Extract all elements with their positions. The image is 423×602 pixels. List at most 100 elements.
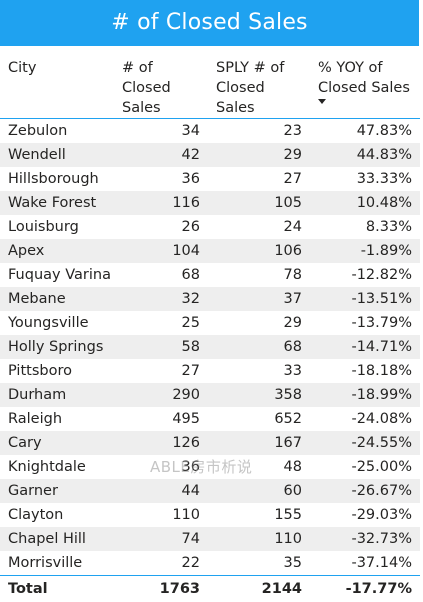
- cell-closed-sales: 36: [114, 167, 208, 191]
- total-label: Total: [0, 576, 114, 602]
- column-header-yoy-closed-sales[interactable]: % YOY of Closed Sales: [310, 52, 420, 119]
- cell-yoy-closed-sales: -37.14%: [310, 551, 420, 576]
- cell-closed-sales: 42: [114, 143, 208, 167]
- cell-sply-closed-sales: 78: [208, 263, 310, 287]
- cell-city: Fuquay Varina: [0, 263, 114, 287]
- cell-yoy-closed-sales: -12.82%: [310, 263, 420, 287]
- cell-closed-sales: 26: [114, 215, 208, 239]
- cell-city: Garner: [0, 479, 114, 503]
- cell-city: Durham: [0, 383, 114, 407]
- cell-city: Zebulon: [0, 119, 114, 144]
- cell-sply-closed-sales: 33: [208, 359, 310, 383]
- cell-city: Wake Forest: [0, 191, 114, 215]
- cell-yoy-closed-sales: -24.08%: [310, 407, 420, 431]
- cell-yoy-closed-sales: -24.55%: [310, 431, 420, 455]
- cell-sply-closed-sales: 60: [208, 479, 310, 503]
- column-header-sply-closed-sales[interactable]: SPLY # of Closed Sales: [208, 52, 310, 119]
- cell-sply-closed-sales: 358: [208, 383, 310, 407]
- cell-city: Wendell: [0, 143, 114, 167]
- cell-closed-sales: 290: [114, 383, 208, 407]
- cell-sply-closed-sales: 652: [208, 407, 310, 431]
- column-header-yoy-label: % YOY of Closed Sales: [318, 60, 410, 96]
- total-sply-closed-sales: 2144: [208, 576, 310, 602]
- cell-yoy-closed-sales: -13.51%: [310, 287, 420, 311]
- cell-city: Mebane: [0, 287, 114, 311]
- cell-yoy-closed-sales: -14.71%: [310, 335, 420, 359]
- cell-yoy-closed-sales: -18.18%: [310, 359, 420, 383]
- cell-city: Cary: [0, 431, 114, 455]
- cell-city: Knightdale: [0, 455, 114, 479]
- cell-city: Raleigh: [0, 407, 114, 431]
- cell-yoy-closed-sales: -1.89%: [310, 239, 420, 263]
- cell-closed-sales: 32: [114, 287, 208, 311]
- cell-closed-sales: 34: [114, 119, 208, 144]
- cell-yoy-closed-sales: -25.00%: [310, 455, 420, 479]
- cell-sply-closed-sales: 29: [208, 311, 310, 335]
- header-row: City # of Closed Sales SPLY # of Closed …: [0, 52, 420, 119]
- cell-yoy-closed-sales: -29.03%: [310, 503, 420, 527]
- watermark: ABLE房市析说: [150, 456, 252, 477]
- cell-city: Holly Springs: [0, 335, 114, 359]
- column-header-city[interactable]: City: [0, 52, 114, 119]
- cell-closed-sales: 104: [114, 239, 208, 263]
- cell-sply-closed-sales: 23: [208, 119, 310, 144]
- cell-yoy-closed-sales: 10.48%: [310, 191, 420, 215]
- data-table: City # of Closed Sales SPLY # of Closed …: [0, 52, 420, 602]
- total-closed-sales: 1763: [114, 576, 208, 602]
- cell-yoy-closed-sales: -13.79%: [310, 311, 420, 335]
- total-yoy-closed-sales: -17.77%: [310, 576, 420, 602]
- cell-closed-sales: 27: [114, 359, 208, 383]
- sort-descending-arrow-icon[interactable]: [318, 99, 326, 104]
- cell-closed-sales: 25: [114, 311, 208, 335]
- cell-sply-closed-sales: 68: [208, 335, 310, 359]
- cell-closed-sales: 126: [114, 431, 208, 455]
- total-row: Total 1763 2144 -17.77%: [0, 576, 420, 602]
- cell-closed-sales: 22: [114, 551, 208, 576]
- column-header-closed-sales[interactable]: # of Closed Sales: [114, 52, 208, 119]
- visual-title: # of Closed Sales: [0, 0, 419, 46]
- cell-yoy-closed-sales: -18.99%: [310, 383, 420, 407]
- cell-closed-sales: 116: [114, 191, 208, 215]
- cell-sply-closed-sales: 29: [208, 143, 310, 167]
- cell-yoy-closed-sales: 44.83%: [310, 143, 420, 167]
- cell-yoy-closed-sales: -26.67%: [310, 479, 420, 503]
- cell-closed-sales: 44: [114, 479, 208, 503]
- cell-city: Chapel Hill: [0, 527, 114, 551]
- cell-closed-sales: 74: [114, 527, 208, 551]
- cell-sply-closed-sales: 106: [208, 239, 310, 263]
- cell-city: Youngsville: [0, 311, 114, 335]
- cell-closed-sales: 110: [114, 503, 208, 527]
- cell-city: Pittsboro: [0, 359, 114, 383]
- cell-yoy-closed-sales: 8.33%: [310, 215, 420, 239]
- cell-sply-closed-sales: 105: [208, 191, 310, 215]
- closed-sales-table: City # of Closed Sales SPLY # of Closed …: [0, 52, 420, 602]
- cell-city: Hillsborough: [0, 167, 114, 191]
- cell-sply-closed-sales: 110: [208, 527, 310, 551]
- cell-sply-closed-sales: 37: [208, 287, 310, 311]
- cell-sply-closed-sales: 155: [208, 503, 310, 527]
- cell-closed-sales: 495: [114, 407, 208, 431]
- cell-city: Clayton: [0, 503, 114, 527]
- cell-city: Louisburg: [0, 215, 114, 239]
- cell-city: Morrisville: [0, 551, 114, 576]
- cell-city: Apex: [0, 239, 114, 263]
